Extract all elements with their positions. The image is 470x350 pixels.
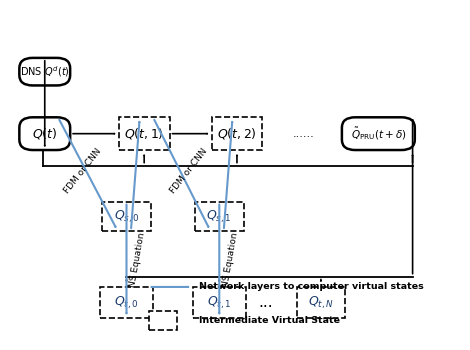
FancyBboxPatch shape [297, 287, 345, 318]
FancyBboxPatch shape [149, 311, 177, 330]
FancyBboxPatch shape [193, 287, 246, 318]
FancyBboxPatch shape [212, 117, 262, 150]
Text: $Q_{t,1}$: $Q_{t,1}$ [207, 294, 232, 311]
Text: $Q_{s,1}$: $Q_{s,1}$ [206, 208, 232, 225]
Text: $Q(t,2)$: $Q(t,2)$ [217, 126, 257, 141]
Text: ......: ...... [292, 129, 314, 139]
Text: $Q_{t,N}$: $Q_{t,N}$ [308, 294, 334, 311]
FancyBboxPatch shape [195, 202, 243, 231]
Text: FDM or CNN: FDM or CNN [168, 146, 209, 195]
Text: ...: ... [258, 295, 273, 310]
Text: $\tilde{Q}_{\mathrm{PRU}}(t+\delta)$: $\tilde{Q}_{\mathrm{PRU}}(t+\delta)$ [351, 125, 406, 142]
FancyBboxPatch shape [342, 117, 415, 150]
Text: NS Equation: NS Equation [221, 232, 240, 288]
FancyBboxPatch shape [19, 117, 70, 150]
Text: $Q_{t,0}$: $Q_{t,0}$ [114, 294, 139, 311]
Text: Intermediate Virtual State: Intermediate Virtual State [199, 316, 340, 325]
Text: Network layers to computer virtual states: Network layers to computer virtual state… [199, 282, 424, 292]
Text: NS Equation: NS Equation [128, 232, 147, 288]
Text: FDM or CNN: FDM or CNN [62, 146, 102, 195]
FancyBboxPatch shape [102, 202, 151, 231]
Text: $Q(t,1)$: $Q(t,1)$ [124, 126, 164, 141]
Text: $\mathrm{DNS}\ Q^d(t)$: $\mathrm{DNS}\ Q^d(t)$ [20, 64, 70, 79]
FancyBboxPatch shape [19, 58, 70, 85]
FancyBboxPatch shape [100, 287, 153, 318]
Text: $Q(t)$: $Q(t)$ [32, 126, 57, 141]
FancyBboxPatch shape [119, 117, 170, 150]
Text: $Q_{s,0}$: $Q_{s,0}$ [114, 208, 140, 225]
